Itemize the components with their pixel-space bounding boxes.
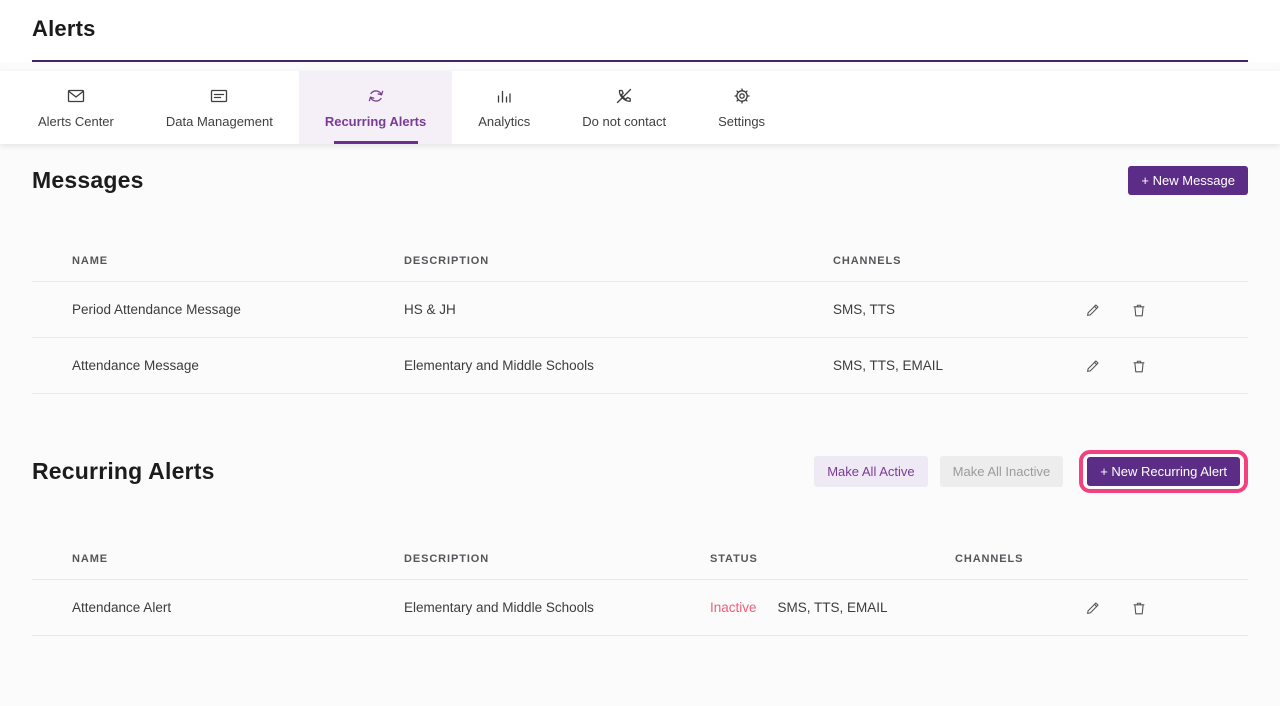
tab-label: Recurring Alerts (324, 114, 427, 129)
main-content: Messages + New Message NAME DESCRIPTION … (0, 166, 1280, 636)
recurring-table-header: NAME DESCRIPTION STATUS CHANNELS (32, 553, 1248, 580)
messages-title: Messages (32, 167, 144, 193)
column-header-description: DESCRIPTION (404, 255, 490, 267)
messages-section: Messages + New Message NAME DESCRIPTION … (32, 166, 1248, 394)
new-recurring-alert-button[interactable]: + New Recurring Alert (1087, 457, 1240, 486)
envelope-icon (66, 86, 86, 106)
cell-name: Attendance Message (72, 358, 199, 373)
edit-pencil-icon[interactable] (1084, 357, 1102, 375)
column-header-channels: CHANNELS (833, 255, 902, 267)
cell-description: Elementary and Middle Schools (404, 600, 594, 615)
analytics-icon (494, 86, 514, 106)
tab-alerts-center[interactable]: Alerts Center (12, 71, 140, 144)
tab-analytics[interactable]: Analytics (452, 71, 556, 144)
tab-label: Data Management (165, 114, 273, 129)
page-header: Alerts (0, 0, 1280, 62)
tab-label: Settings (718, 114, 766, 129)
messages-table: NAME DESCRIPTION CHANNELS Period Attenda… (32, 255, 1248, 394)
recurring-alerts-section: Recurring Alerts Make All Active Make Al… (32, 450, 1248, 636)
tab-recurring-alerts[interactable]: Recurring Alerts (298, 71, 453, 144)
recurring-icon (366, 86, 386, 106)
tab-label: Alerts Center (38, 114, 114, 129)
recurring-alerts-title: Recurring Alerts (32, 458, 215, 484)
annotation-highlight-ring: + New Recurring Alert (1079, 450, 1248, 493)
cell-name: Period Attendance Message (72, 302, 241, 317)
trash-icon[interactable] (1130, 357, 1148, 375)
cell-channels: SMS, TTS, EMAIL (833, 358, 944, 373)
table-row: Period Attendance Message HS & JH SMS, T… (32, 282, 1248, 338)
tab-bar: Alerts Center Data Management Recurring … (0, 71, 1280, 144)
column-header-channels: CHANNELS (955, 553, 1024, 565)
phone-slash-icon (614, 86, 634, 106)
tab-do-not-contact[interactable]: Do not contact (556, 71, 692, 144)
tab-label: Analytics (478, 114, 531, 129)
tab-settings[interactable]: Settings (692, 71, 791, 144)
tab-label: Do not contact (582, 114, 667, 129)
tab-data-management[interactable]: Data Management (140, 71, 299, 144)
cell-channels: SMS, TTS, EMAIL (777, 600, 888, 615)
column-header-name: NAME (72, 553, 108, 565)
title-divider (32, 60, 1248, 62)
messages-table-header: NAME DESCRIPTION CHANNELS (32, 255, 1248, 282)
recurring-alerts-table: NAME DESCRIPTION STATUS CHANNELS Attenda… (32, 553, 1248, 636)
cell-channels: SMS, TTS (833, 302, 896, 317)
data-management-icon (209, 86, 229, 106)
column-header-status: STATUS (710, 553, 758, 565)
make-all-inactive-button[interactable]: Make All Inactive (939, 456, 1064, 487)
edit-pencil-icon[interactable] (1084, 301, 1102, 319)
new-message-button[interactable]: + New Message (1128, 166, 1248, 195)
table-row: Attendance Alert Elementary and Middle S… (32, 580, 1248, 636)
edit-pencil-icon[interactable] (1084, 599, 1102, 617)
alerts-page: Alerts Alerts Center Data Management Rec… (0, 0, 1280, 636)
status-badge: Inactive (710, 600, 757, 615)
page-title: Alerts (32, 16, 96, 41)
make-all-active-button[interactable]: Make All Active (814, 456, 928, 487)
column-header-description: DESCRIPTION (404, 553, 490, 565)
cell-name: Attendance Alert (72, 600, 172, 615)
cell-description: Elementary and Middle Schools (404, 358, 594, 373)
trash-icon[interactable] (1130, 599, 1148, 617)
trash-icon[interactable] (1130, 301, 1148, 319)
recurring-head-actions: Make All Active Make All Inactive + New … (814, 450, 1248, 493)
table-row: Attendance Message Elementary and Middle… (32, 338, 1248, 394)
column-header-name: NAME (72, 255, 108, 267)
cell-description: HS & JH (404, 302, 456, 317)
gear-icon (732, 86, 752, 106)
